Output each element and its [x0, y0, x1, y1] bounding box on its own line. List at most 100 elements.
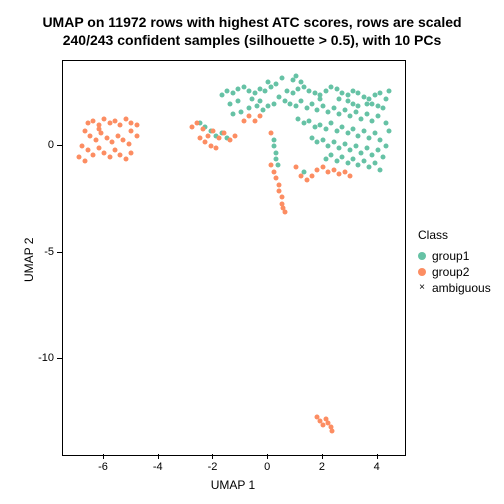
point-group1 [367, 165, 372, 170]
point-group2 [134, 133, 139, 138]
point-group1 [279, 76, 284, 81]
y-tick-label: 0 [30, 139, 54, 151]
point-group1 [331, 105, 336, 110]
point-group1 [326, 144, 331, 149]
point-group1 [340, 125, 345, 130]
point-group1 [282, 99, 287, 104]
point-group1 [296, 86, 301, 91]
point-group1 [372, 131, 377, 136]
point-group1 [271, 137, 276, 142]
point-group1 [351, 127, 356, 132]
point-group1 [230, 90, 235, 95]
point-group2 [102, 116, 107, 121]
point-group1 [361, 95, 366, 100]
legend-item: group1 [418, 248, 491, 264]
point-group1 [370, 152, 375, 157]
legend-swatch [418, 268, 426, 276]
x-tick [212, 454, 213, 459]
point-group1 [238, 110, 243, 115]
point-group1 [301, 120, 306, 125]
point-group1 [361, 159, 366, 164]
legend-item: ×ambiguous [418, 280, 491, 296]
point-group1 [334, 159, 339, 164]
point-group1 [383, 144, 388, 149]
point-group1 [364, 101, 369, 106]
point-group2 [271, 169, 276, 174]
point-group1 [345, 131, 350, 136]
point-group1 [293, 103, 298, 108]
point-group1 [351, 156, 356, 161]
point-group1 [386, 88, 391, 93]
point-group1 [247, 105, 252, 110]
point-group1 [323, 88, 328, 93]
point-group1 [290, 90, 295, 95]
point-group2 [129, 150, 134, 155]
x-tick-label: 0 [264, 461, 270, 473]
point-group1 [378, 137, 383, 142]
point-group1 [236, 86, 241, 91]
point-group2 [195, 120, 200, 125]
point-group1 [340, 154, 345, 159]
point-group2 [208, 144, 213, 149]
point-group1 [386, 129, 391, 134]
point-group1 [257, 99, 262, 104]
point-group1 [252, 90, 257, 95]
point-group2 [93, 137, 98, 142]
point-group1 [361, 129, 366, 134]
point-group2 [247, 114, 252, 119]
point-group2 [206, 133, 211, 138]
point-group1 [271, 144, 276, 149]
point-group1 [296, 116, 301, 121]
point-group2 [326, 169, 331, 174]
point-group1 [277, 95, 282, 100]
point-group1 [381, 154, 386, 159]
point-group1 [285, 88, 290, 93]
point-group2 [304, 178, 309, 183]
point-group1 [271, 101, 276, 106]
point-group2 [309, 174, 314, 179]
point-group1 [307, 88, 312, 93]
point-group2 [121, 137, 126, 142]
point-group2 [216, 135, 221, 140]
point-group1 [304, 105, 309, 110]
point-group2 [99, 131, 104, 136]
point-group1 [318, 122, 323, 127]
legend-title: Class [418, 228, 491, 242]
point-group2 [134, 122, 139, 127]
point-group1 [274, 150, 279, 155]
point-group1 [340, 90, 345, 95]
point-group1 [318, 97, 323, 102]
point-group2 [123, 116, 128, 121]
point-group2 [214, 146, 219, 151]
point-group2 [118, 122, 123, 127]
point-group2 [293, 165, 298, 170]
point-group2 [112, 148, 117, 153]
legend-label: group1 [432, 249, 469, 263]
point-group1 [356, 90, 361, 95]
point-group1 [315, 107, 320, 112]
point-group1 [274, 82, 279, 87]
point-group2 [222, 131, 227, 136]
x-axis-label: UMAP 1 [62, 478, 404, 492]
x-tick-label: -6 [98, 461, 108, 473]
point-group1 [348, 148, 353, 153]
x-tick [322, 454, 323, 459]
point-group1 [364, 146, 369, 151]
point-group2 [348, 174, 353, 179]
point-group1 [351, 88, 356, 93]
point-group2 [189, 125, 194, 130]
legend: Class group1group2×ambiguous [418, 228, 491, 296]
point-group2 [129, 120, 134, 125]
point-group2 [315, 167, 320, 172]
point-group2 [268, 163, 273, 168]
point-group1 [236, 99, 241, 104]
point-group1 [326, 110, 331, 115]
point-group1 [378, 167, 383, 172]
point-group2 [118, 152, 123, 157]
point-group1 [249, 97, 254, 102]
point-group1 [337, 112, 342, 117]
x-tick-label: 2 [319, 461, 325, 473]
point-group2 [320, 165, 325, 170]
point-group1 [266, 103, 271, 108]
point-group1 [372, 93, 377, 98]
